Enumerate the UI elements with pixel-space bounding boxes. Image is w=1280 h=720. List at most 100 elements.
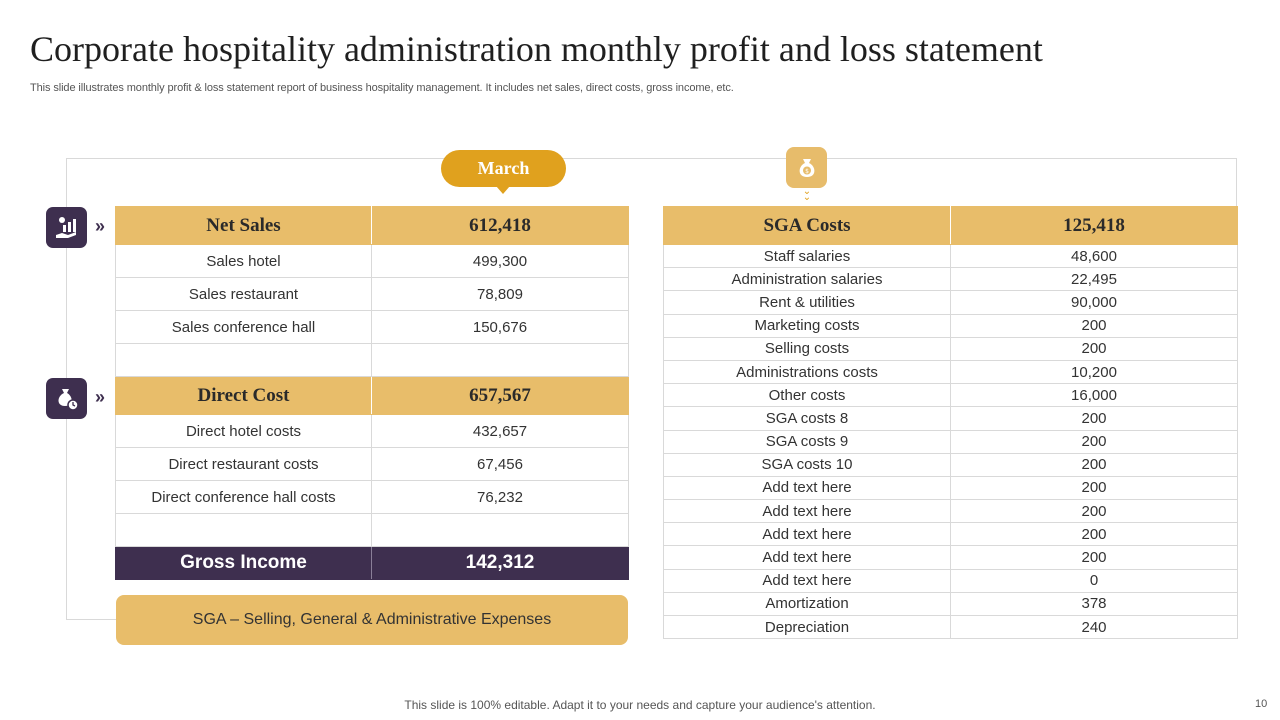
row-label: Add text here (663, 568, 951, 593)
table-row: Sales restaurant 78,809 (115, 277, 629, 311)
row-label: Add text here (663, 475, 951, 501)
row-value: 240 (950, 614, 1238, 640)
row-label: SGA costs 8 (663, 406, 951, 431)
table-row (115, 343, 629, 377)
row-label: Direct restaurant costs (115, 447, 372, 481)
gross-income-label: Gross Income (115, 546, 372, 580)
table-row: Selling costs 200 (663, 336, 1238, 361)
row-value: 90,000 (950, 290, 1238, 315)
gross-income-row: Gross Income 142,312 (115, 546, 629, 580)
row-value: 200 (950, 499, 1238, 524)
row-label: Administration salaries (663, 267, 951, 292)
direct-cost-value: 657,567 (371, 376, 629, 415)
row-label: Sales restaurant (115, 277, 372, 311)
sga-costs-header: SGA Costs 125,418 (663, 206, 1238, 245)
row-value (371, 513, 629, 547)
row-value: 67,456 (371, 447, 629, 481)
table-row: Administrations costs 10,200 (663, 359, 1238, 385)
row-label: Marketing costs (663, 313, 951, 338)
chevron-right-icon: ›› (95, 216, 105, 236)
row-value: 10,200 (950, 359, 1238, 385)
direct-cost-header: Direct Cost 657,567 (115, 376, 629, 415)
outline-frame-bottom (66, 619, 116, 620)
chevron-down-icon: ⌄ ⌄ (802, 186, 812, 203)
row-label: Depreciation (663, 614, 951, 640)
table-row: SGA costs 9 200 (663, 429, 1238, 454)
row-label: Sales hotel (115, 244, 372, 278)
row-value: 16,000 (950, 383, 1238, 408)
row-label: Add text here (663, 499, 951, 524)
row-label: Selling costs (663, 336, 951, 361)
slide-subtitle: This slide illustrates monthly profit & … (30, 82, 734, 94)
table-row: Sales conference hall 150,676 (115, 310, 629, 344)
svg-text:$: $ (805, 168, 809, 175)
row-label (115, 513, 372, 547)
table-row: Staff salaries 48,600 (663, 243, 1238, 269)
table-row: Amortization 378 (663, 591, 1238, 617)
net-sales-label: Net Sales (115, 206, 372, 245)
table-row: Sales hotel 499,300 (115, 244, 629, 278)
row-value: 200 (950, 406, 1238, 431)
row-value: 200 (950, 475, 1238, 501)
table-row (115, 513, 629, 547)
table-row: Direct conference hall costs 76,232 (115, 480, 629, 514)
row-value: 200 (950, 452, 1238, 477)
row-label (115, 343, 372, 377)
table-row: Add text here 200 (663, 499, 1238, 524)
slide-title: Corporate hospitality administration mon… (30, 29, 1043, 69)
row-label: Administrations costs (663, 359, 951, 385)
row-label: Direct hotel costs (115, 414, 372, 448)
row-value: 432,657 (371, 414, 629, 448)
row-value: 378 (950, 591, 1238, 617)
row-value: 200 (950, 429, 1238, 454)
table-row: Administration salaries 22,495 (663, 267, 1238, 292)
row-label: Add text here (663, 545, 951, 570)
row-label: Staff salaries (663, 243, 951, 269)
table-row: Direct restaurant costs 67,456 (115, 447, 629, 481)
gross-income-value: 142,312 (371, 546, 629, 580)
row-label: SGA costs 10 (663, 452, 951, 477)
sga-costs-label: SGA Costs (663, 206, 951, 245)
table-row: Marketing costs 200 (663, 313, 1238, 338)
hand-money-chart-icon (46, 207, 87, 248)
table-row: Add text here 200 (663, 545, 1238, 570)
row-label: Amortization (663, 591, 951, 617)
table-row: Rent & utilities 90,000 (663, 290, 1238, 315)
row-value: 200 (950, 313, 1238, 338)
row-value: 200 (950, 545, 1238, 570)
row-label: Other costs (663, 383, 951, 408)
chevron-right-icon: ›› (95, 387, 105, 407)
row-value: 48,600 (950, 243, 1238, 269)
row-value: 22,495 (950, 267, 1238, 292)
row-label: Direct conference hall costs (115, 480, 372, 514)
row-value: 200 (950, 522, 1238, 547)
net-sales-value: 612,418 (371, 206, 629, 245)
row-label: Add text here (663, 522, 951, 547)
row-value: 200 (950, 336, 1238, 361)
sga-definition-note: SGA – Selling, General & Administrative … (116, 595, 628, 645)
table-row: Add text here 200 (663, 522, 1238, 547)
footer-note: This slide is 100% editable. Adapt it to… (404, 698, 876, 712)
table-row: SGA costs 8 200 (663, 406, 1238, 431)
table-row: Add text here 200 (663, 475, 1238, 501)
table-row: Other costs 16,000 (663, 383, 1238, 408)
sga-costs-table: SGA Costs 125,418 Staff salaries 48,600 Ad… (663, 206, 1238, 640)
row-value: 499,300 (371, 244, 629, 278)
page-number: 10 (1255, 698, 1268, 710)
row-label: Sales conference hall (115, 310, 372, 344)
row-value (371, 343, 629, 377)
row-value: 78,809 (371, 277, 629, 311)
money-bag-clock-icon (46, 378, 87, 419)
table-row: Depreciation 240 (663, 614, 1238, 640)
sga-costs-value: 125,418 (950, 206, 1238, 245)
income-table: Net Sales 612,418 Sales hotel 499,300 Sa… (115, 206, 629, 580)
table-row: Add text here 0 (663, 568, 1238, 593)
table-row: SGA costs 10 200 (663, 452, 1238, 477)
row-label: SGA costs 9 (663, 429, 951, 454)
row-value: 76,232 (371, 480, 629, 514)
outline-frame-right (1236, 158, 1237, 206)
month-label: March (441, 150, 566, 194)
money-bag-icon: $ (786, 147, 827, 188)
direct-cost-label: Direct Cost (115, 376, 372, 415)
row-label: Rent & utilities (663, 290, 951, 315)
